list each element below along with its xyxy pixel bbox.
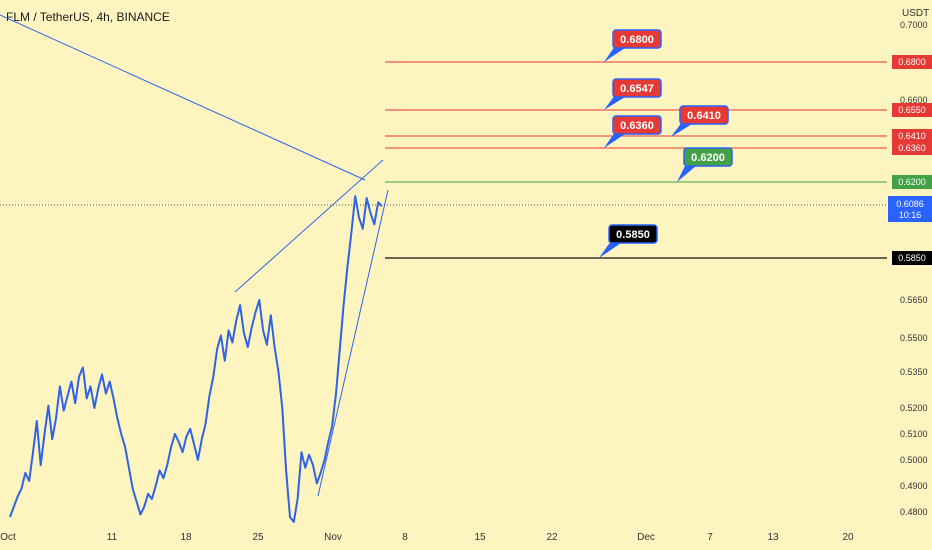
callout-pointer	[677, 164, 696, 182]
level-callout[interactable]: 0.6547	[604, 78, 662, 110]
level-callout[interactable]: 0.6360	[604, 115, 662, 148]
level-callout[interactable]: 0.6410	[671, 105, 729, 137]
callout-box	[612, 29, 662, 49]
callout-pointer	[604, 132, 625, 148]
x-axis: Oct 11 18 25 Nov 8 15 22 Dec 7 13 20	[0, 532, 854, 543]
y-axis-tick-label: 0.5650	[900, 295, 928, 305]
callout-pointer	[604, 95, 625, 110]
current-price-countdown: 10:16	[899, 210, 922, 220]
callout-text: 0.6200	[691, 152, 725, 164]
axis-level-tag-text: 0.6410	[898, 131, 926, 141]
x-axis-tick-label: 18	[180, 532, 192, 543]
wedge-lower-line[interactable]	[317, 189, 389, 497]
x-axis-tick-label: 13	[767, 532, 779, 543]
callout-box	[612, 115, 662, 135]
callout-pointer	[671, 122, 692, 137]
callout-text: 0.6800	[620, 34, 654, 46]
axis-level-tag	[892, 129, 932, 143]
chart-title: FLM / TetherUS, 4h, BINANCE	[6, 10, 170, 24]
currency-label: USDT	[902, 8, 930, 19]
y-axis-tick-label: 0.5500	[900, 333, 928, 343]
current-price-value: 0.6086	[896, 199, 924, 209]
x-axis-tick-label: 15	[474, 532, 486, 543]
price-series	[9, 195, 383, 523]
callout-pointer	[604, 46, 625, 62]
level-callout[interactable]: 0.6800	[604, 29, 662, 62]
y-axis-tick-label: 0.7000	[900, 20, 928, 30]
x-axis-tick-label: Dec	[637, 532, 655, 543]
callout-text: 0.5850	[616, 229, 650, 241]
y-axis-tick-label: 0.5000	[900, 455, 928, 465]
callout-box	[683, 147, 733, 167]
axis-level-tag	[892, 103, 932, 117]
y-axis-tick-label: 0.5100	[900, 429, 928, 439]
callout-text: 0.6360	[620, 120, 654, 132]
axis-level-tag-text: 0.6360	[898, 143, 926, 153]
x-axis-tick-label: 22	[546, 532, 558, 543]
wedge-upper-line[interactable]	[234, 159, 384, 293]
y-axis: 0.7000 0.6600 0.5850 0.5650 0.5500 0.5350 0.52…	[900, 20, 928, 517]
x-axis-tick-label: 8	[402, 532, 408, 543]
x-axis-tick-label: 25	[252, 532, 264, 543]
y-axis-tick-label: 0.4800	[900, 507, 928, 517]
axis-level-tag	[892, 141, 932, 155]
axis-level-tag	[892, 55, 932, 69]
y-axis-tick-label: 0.5350	[900, 367, 928, 377]
axis-level-tag-text: 0.5850	[898, 253, 926, 263]
axis-level-tag-text: 0.6200	[898, 177, 926, 187]
x-axis-tick-label: 7	[707, 532, 713, 543]
axis-level-tag-text: 0.6800	[898, 57, 926, 67]
axis-level-tag-text: 0.6550	[898, 105, 926, 115]
x-axis-tick-label: Oct	[0, 532, 16, 543]
axis-level-tag	[892, 251, 932, 265]
level-callout[interactable]: 0.5850	[599, 224, 658, 258]
current-price-tag: 0.6086 10:16	[888, 196, 932, 222]
callout-box	[612, 78, 662, 98]
level-lines: 0.6800 0.6550 0.6410 0.6360 0.6200 0.5850	[385, 55, 932, 265]
callout-box	[679, 105, 729, 125]
y-axis-tick-label: 0.6600	[900, 95, 928, 105]
y-axis-tick-label: 0.4900	[900, 481, 928, 491]
level-callouts: 0.6800 0.6547 0.6360 0.6410 0.6200 0.5850	[599, 29, 733, 258]
x-axis-tick-label: Nov	[324, 532, 342, 543]
downtrend-line[interactable]	[0, 14, 366, 181]
y-axis-tick-label: 0.5200	[900, 403, 928, 413]
x-axis-tick-label: 20	[842, 532, 854, 543]
callout-box	[608, 224, 658, 244]
axis-level-tag	[892, 175, 932, 189]
level-callout[interactable]: 0.6200	[677, 147, 733, 182]
x-axis-tick-label: 11	[107, 532, 118, 543]
callout-text: 0.6547	[620, 83, 654, 95]
callout-pointer	[599, 241, 621, 258]
callout-text: 0.6410	[687, 110, 721, 122]
